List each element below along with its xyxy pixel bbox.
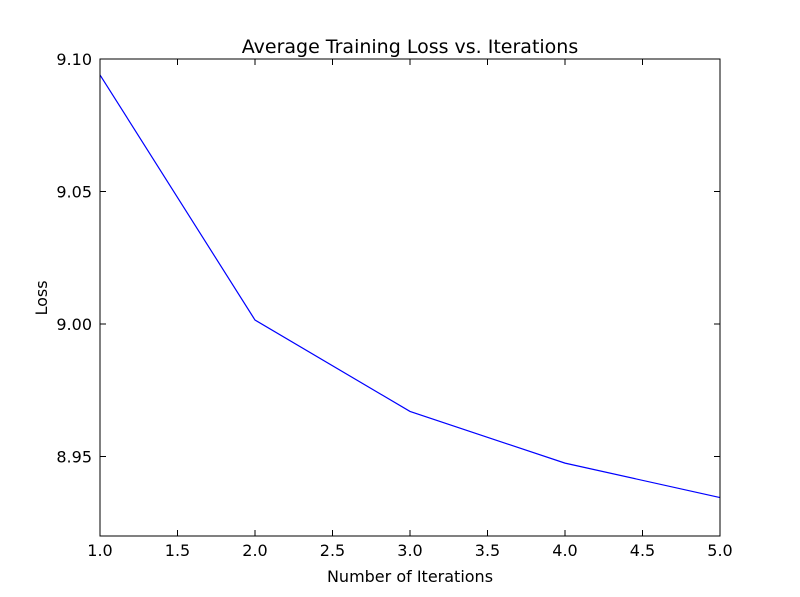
y-tick-label: 9.00	[56, 315, 92, 334]
chart-title: Average Training Loss vs. Iterations	[242, 36, 579, 58]
x-axis: 1.0 1.5 2.0 2.5 3.0 3.5 4.0 4.5 5.0	[87, 59, 733, 560]
y-tick-label: 8.95	[56, 448, 92, 467]
x-tick-label: 1.5	[165, 541, 190, 560]
y-axis: 8.95 9.00 9.05 9.10	[56, 50, 720, 467]
x-tick-label: 4.0	[552, 541, 577, 560]
y-axis-title: Loss	[32, 280, 51, 315]
x-tick-label: 5.0	[707, 541, 732, 560]
x-tick-label: 2.5	[320, 541, 345, 560]
series-line	[99, 74, 721, 499]
plot-area	[99, 74, 721, 499]
y-tick-label: 9.05	[56, 183, 92, 202]
x-axis-title: Number of Iterations	[327, 567, 493, 586]
x-tick-label: 1.0	[87, 541, 112, 560]
x-tick-label: 3.5	[475, 541, 500, 560]
x-tick-label: 3.0	[397, 541, 422, 560]
x-tick-label: 2.0	[242, 541, 267, 560]
x-tick-label: 4.5	[630, 541, 655, 560]
y-tick-label: 9.10	[56, 50, 92, 69]
